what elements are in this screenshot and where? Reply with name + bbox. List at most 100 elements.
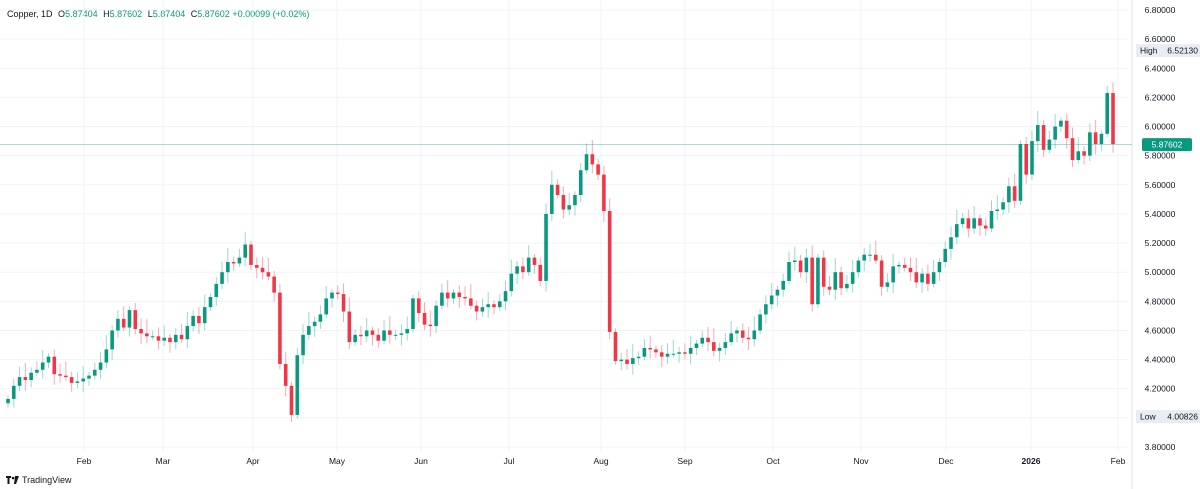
candle-body bbox=[81, 378, 86, 382]
high-value: 5.87602 bbox=[109, 9, 143, 19]
y-tick-label: 4.20000 bbox=[1145, 384, 1176, 394]
candle-body bbox=[173, 334, 178, 343]
candle-body bbox=[538, 264, 543, 281]
candle-body bbox=[278, 292, 282, 364]
candle-body bbox=[544, 213, 548, 281]
candle-body bbox=[197, 315, 201, 324]
candle-body bbox=[1001, 202, 1005, 210]
candle-body bbox=[636, 356, 641, 359]
tradingview-branding[interactable]: TradingView bbox=[6, 475, 72, 485]
candle-body bbox=[469, 298, 473, 306]
candle-body bbox=[654, 349, 658, 353]
candle-body bbox=[330, 292, 334, 299]
y-tick-label: 5.00000 bbox=[1145, 267, 1176, 277]
x-tick-label: Jun bbox=[414, 456, 428, 466]
candle-body bbox=[613, 331, 618, 362]
candle-body bbox=[249, 244, 253, 265]
candle-body bbox=[1076, 151, 1081, 161]
candle-body bbox=[52, 356, 57, 375]
candle-body bbox=[978, 218, 982, 226]
candle-body bbox=[758, 314, 762, 331]
ohlc-legend: Copper, 1D O5.87404 H5.87602 L5.87404 C5… bbox=[7, 9, 309, 19]
candle-body bbox=[688, 347, 693, 354]
candle-body bbox=[1041, 125, 1046, 150]
candle-body bbox=[735, 330, 739, 334]
candle-body bbox=[642, 347, 647, 357]
candle-body bbox=[769, 295, 774, 305]
candle-body bbox=[908, 267, 913, 273]
candle-body bbox=[179, 334, 184, 340]
candle-body bbox=[717, 347, 722, 351]
candle-body bbox=[821, 257, 826, 287]
candle-body bbox=[949, 237, 953, 249]
candle-body bbox=[972, 218, 976, 229]
x-tick-label: Dec bbox=[938, 456, 954, 466]
y-tick-label: 5.40000 bbox=[1145, 209, 1176, 219]
candle-body bbox=[359, 334, 363, 337]
high-marker-value: 6.52130 bbox=[1167, 46, 1198, 56]
low-value: 5.87404 bbox=[152, 9, 186, 19]
candle-body bbox=[706, 337, 710, 343]
candle-body bbox=[428, 324, 433, 327]
candle-body bbox=[440, 292, 444, 306]
last-price-badge bbox=[1142, 138, 1192, 152]
candle-body bbox=[700, 337, 705, 344]
candle-body bbox=[827, 286, 832, 290]
candle-body bbox=[92, 369, 97, 376]
candle-body bbox=[185, 326, 190, 340]
candle-body bbox=[370, 330, 375, 335]
candle-body bbox=[307, 326, 311, 335]
x-tick-label: Oct bbox=[766, 456, 780, 466]
candle-body bbox=[602, 174, 606, 212]
candle-body bbox=[694, 343, 699, 348]
candle-body bbox=[272, 276, 276, 293]
candle-body bbox=[40, 362, 45, 370]
candle-body bbox=[764, 304, 768, 315]
candle-body bbox=[503, 291, 508, 302]
candle-body bbox=[75, 381, 80, 383]
candle-body bbox=[405, 329, 409, 334]
low-marker-label: Low bbox=[1140, 412, 1156, 422]
candle-body bbox=[480, 307, 485, 312]
last-price-label: 5.87602 bbox=[1152, 140, 1183, 150]
candle-body bbox=[798, 260, 803, 273]
y-tick-label: 4.60000 bbox=[1145, 325, 1176, 335]
candle-body bbox=[665, 353, 670, 357]
candle-body bbox=[995, 209, 1000, 212]
candle-body bbox=[214, 283, 219, 297]
candle-body bbox=[625, 359, 629, 364]
x-tick-label: Mar bbox=[156, 456, 171, 466]
y-axis: 3.800004.000004.200004.400004.600004.800… bbox=[1145, 5, 1176, 452]
candle-body bbox=[295, 355, 300, 415]
candle-body bbox=[966, 218, 971, 229]
candle-body bbox=[1111, 93, 1115, 145]
candle-body bbox=[515, 266, 519, 274]
candle-body bbox=[1105, 93, 1110, 134]
low-marker-badge bbox=[1136, 410, 1200, 424]
candle-body bbox=[897, 264, 901, 267]
candle-body bbox=[1064, 120, 1069, 139]
candle-body bbox=[1093, 132, 1098, 145]
candle-body bbox=[804, 257, 809, 273]
candle-body bbox=[497, 301, 502, 308]
y-tick-label: 6.60000 bbox=[1145, 34, 1176, 44]
candle-body bbox=[555, 184, 560, 195]
x-tick-label: Apr bbox=[246, 456, 259, 466]
candle-body bbox=[671, 353, 676, 355]
y-tick-label: 6.20000 bbox=[1145, 92, 1176, 102]
candle-body bbox=[388, 330, 392, 335]
candle-body bbox=[301, 334, 305, 356]
candle-body bbox=[324, 298, 328, 315]
x-tick-label: Aug bbox=[593, 456, 608, 466]
candle-body bbox=[943, 248, 948, 263]
candle-body bbox=[955, 224, 959, 238]
y-tick-label: 5.80000 bbox=[1145, 151, 1176, 161]
x-axis: Feb Mar Apr May Jun Jul Aug Sep Oct Nov Dec 2026 Feb bbox=[77, 456, 1126, 466]
candle-body bbox=[202, 307, 207, 324]
candle-body bbox=[17, 377, 22, 386]
candle-body bbox=[260, 267, 265, 273]
candle-body bbox=[816, 257, 820, 305]
candle-body bbox=[145, 333, 149, 337]
candle-body bbox=[833, 272, 838, 290]
